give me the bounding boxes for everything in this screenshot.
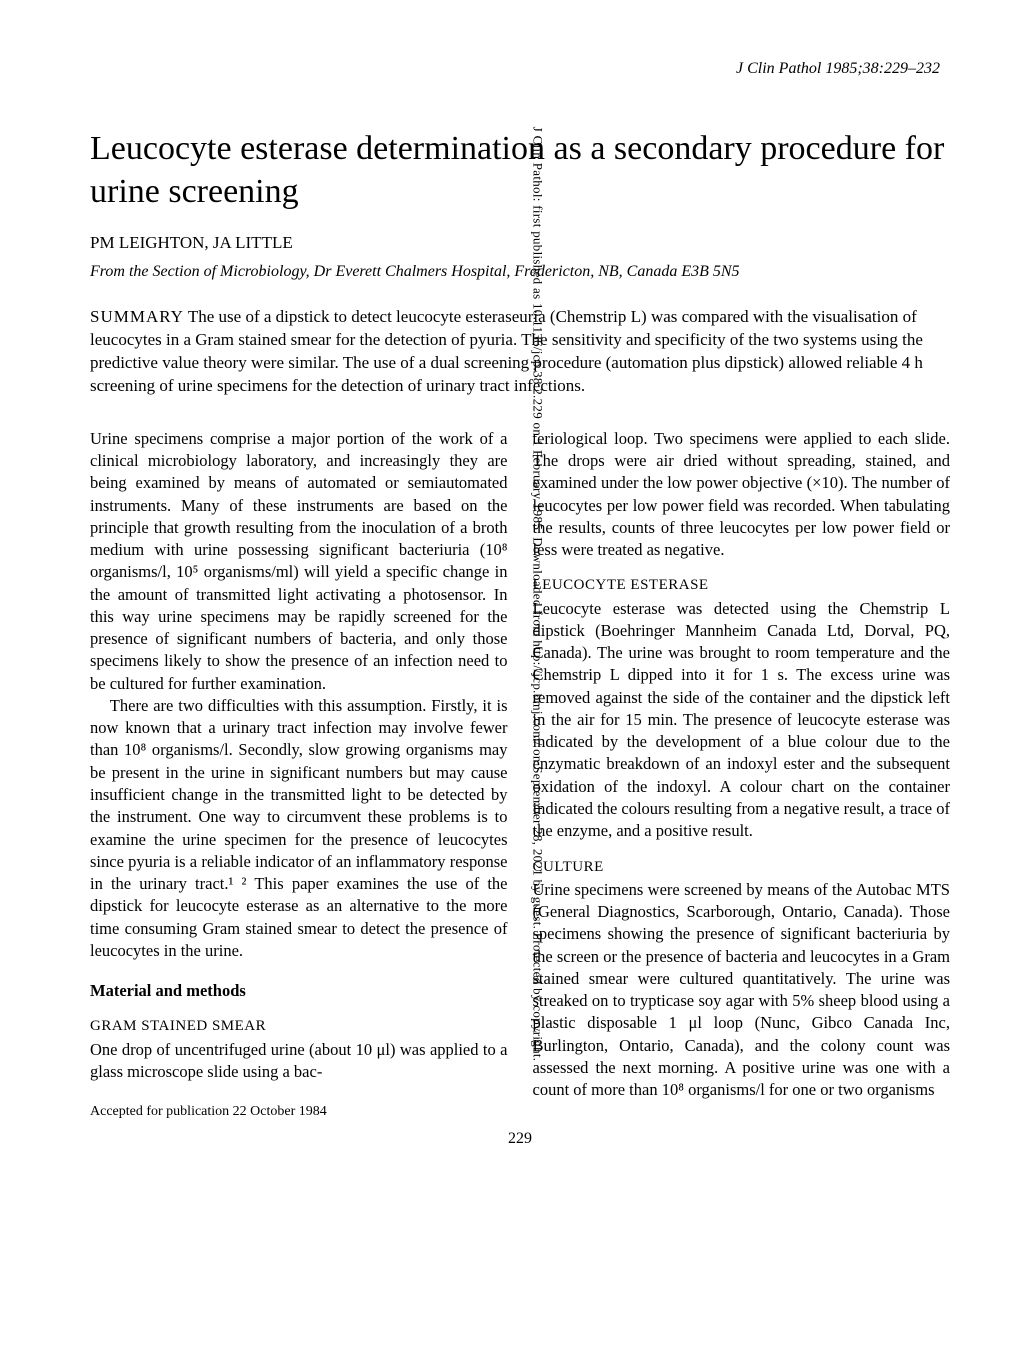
two-column-layout: Urine specimens comprise a major portion… bbox=[90, 428, 950, 1122]
abstract-text: The use of a dipstick to detect leucocyt… bbox=[90, 307, 923, 395]
gram-stain-paragraph: One drop of uncentrifuged urine (about 1… bbox=[90, 1039, 508, 1084]
right-column: teriological loop. Two specimens were ap… bbox=[533, 428, 951, 1122]
culture-paragraph: Urine specimens were screened by means o… bbox=[533, 879, 951, 1102]
copyright-sidebar: J Clin Pathol: first published as 10.113… bbox=[530, 127, 546, 1062]
leucocyte-esterase-subheading: LEUCOCYTE ESTERASE bbox=[533, 575, 951, 595]
abstract-block: SUMMARY The use of a dipstick to detect … bbox=[90, 306, 950, 398]
culture-subheading: CULTURE bbox=[533, 857, 951, 877]
journal-reference: J Clin Pathol 1985;38:229–232 bbox=[90, 60, 950, 78]
intro-paragraph-2: There are two difficulties with this ass… bbox=[90, 695, 508, 962]
authors-line: PM LEIGHTON, JA LITTLE bbox=[90, 233, 950, 253]
gram-stain-subheading: GRAM STAINED SMEAR bbox=[90, 1016, 508, 1036]
abstract-label: SUMMARY bbox=[90, 307, 184, 326]
page-container: J Clin Pathol 1985;38:229–232 Leucocyte … bbox=[0, 0, 1020, 1188]
article-title: Leucocyte esterase determination as a se… bbox=[90, 128, 950, 213]
leucocyte-esterase-paragraph: Leucocyte esterase was detected using th… bbox=[533, 598, 951, 843]
accepted-date: Accepted for publication 22 October 1984 bbox=[90, 1103, 508, 1122]
page-number: 229 bbox=[90, 1130, 950, 1148]
intro-paragraph-1: Urine specimens comprise a major portion… bbox=[90, 428, 508, 695]
left-column: Urine specimens comprise a major portion… bbox=[90, 428, 508, 1122]
materials-methods-heading: Material and methods bbox=[90, 980, 508, 1002]
author-affiliation: From the Section of Microbiology, Dr Eve… bbox=[90, 263, 950, 281]
gram-continuation-paragraph: teriological loop. Two specimens were ap… bbox=[533, 428, 951, 562]
